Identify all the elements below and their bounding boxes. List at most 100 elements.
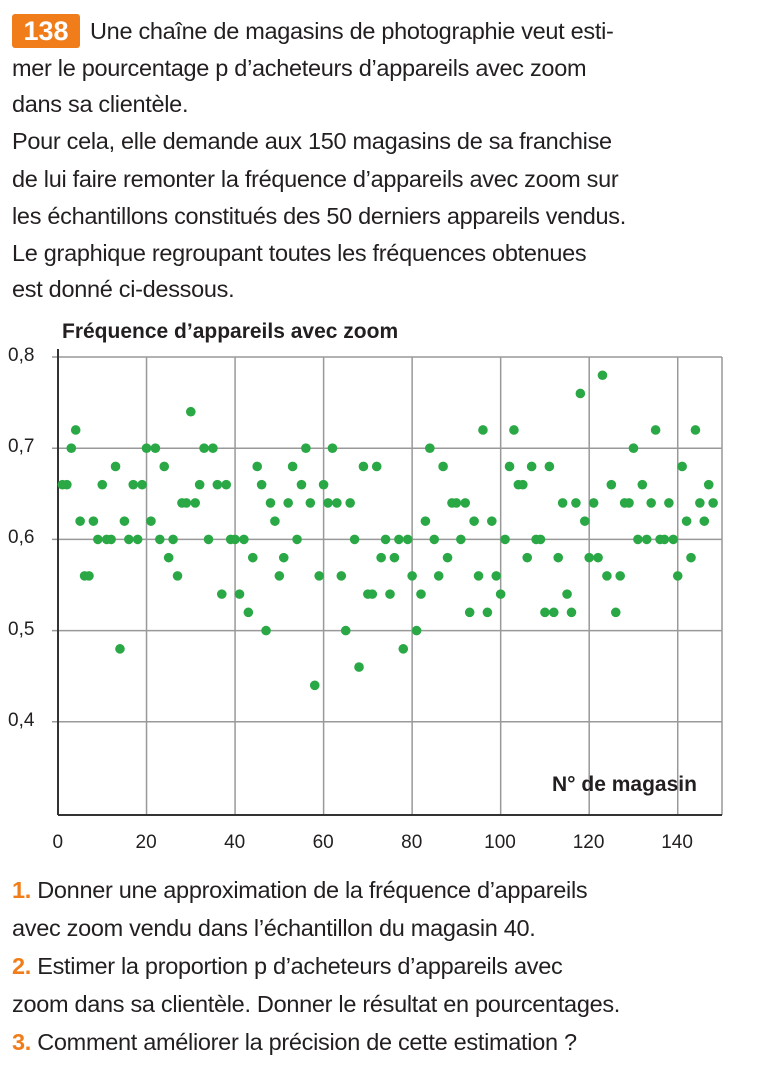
data-point bbox=[451, 498, 462, 508]
data-point bbox=[132, 534, 143, 545]
data-point bbox=[522, 552, 533, 563]
data-point bbox=[504, 461, 515, 472]
x-tick-label: 80 bbox=[401, 832, 423, 853]
data-point bbox=[641, 534, 652, 545]
data-point bbox=[624, 498, 634, 508]
data-point bbox=[402, 534, 413, 545]
statement-line: mer le pourcentage p d’acheteurs d’appar… bbox=[12, 55, 587, 81]
data-point bbox=[336, 571, 347, 581]
data-point bbox=[84, 571, 94, 581]
y-tick-label: 0,7 bbox=[8, 436, 35, 458]
data-point bbox=[460, 498, 471, 508]
data-point bbox=[256, 479, 267, 490]
data-point bbox=[270, 516, 280, 526]
question-text: Donner une approximation de la fréquence… bbox=[37, 877, 588, 903]
question-2-line: 2. Estimer la proportion p d’acheteurs d… bbox=[12, 953, 563, 980]
data-point bbox=[535, 534, 546, 545]
data-point bbox=[349, 534, 360, 545]
data-point bbox=[278, 552, 289, 563]
data-point bbox=[526, 461, 537, 472]
data-point bbox=[686, 552, 696, 563]
data-point bbox=[584, 552, 594, 563]
data-point bbox=[708, 498, 718, 508]
data-point bbox=[155, 534, 165, 545]
data-point bbox=[159, 461, 170, 472]
data-point bbox=[646, 498, 656, 508]
data-point bbox=[252, 461, 262, 472]
data-point bbox=[593, 552, 603, 563]
x-tick-label: 20 bbox=[135, 832, 157, 853]
question-number: 1. bbox=[12, 877, 31, 903]
data-point bbox=[358, 461, 369, 472]
data-point bbox=[340, 625, 351, 636]
data-point bbox=[579, 516, 590, 526]
data-point bbox=[199, 443, 209, 454]
data-point bbox=[88, 516, 99, 526]
data-point bbox=[464, 607, 475, 618]
data-point bbox=[354, 662, 364, 672]
data-point bbox=[150, 443, 161, 454]
data-point bbox=[376, 552, 386, 563]
y-tick-label: 0,6 bbox=[8, 527, 35, 549]
data-point bbox=[615, 571, 625, 581]
data-point bbox=[456, 534, 466, 545]
data-point bbox=[292, 534, 302, 545]
data-point bbox=[172, 571, 183, 581]
statement-line: dans sa clientèle. bbox=[12, 91, 189, 117]
data-point bbox=[695, 498, 705, 508]
y-tick-label: 0,5 bbox=[8, 618, 35, 640]
x-tick-label: 0 bbox=[52, 832, 64, 853]
data-point bbox=[562, 589, 572, 599]
data-point bbox=[265, 498, 276, 508]
data-point bbox=[650, 425, 661, 435]
question-text: Comment améliorer la précision de cette … bbox=[37, 1029, 577, 1055]
scatter-chart bbox=[52, 349, 723, 816]
data-point bbox=[234, 589, 245, 599]
data-point bbox=[548, 607, 559, 618]
data-point bbox=[478, 425, 488, 435]
data-point bbox=[367, 589, 378, 599]
data-point bbox=[327, 443, 338, 454]
data-point bbox=[345, 498, 355, 508]
data-point bbox=[141, 443, 152, 454]
data-point bbox=[93, 534, 103, 545]
question-1-line: 1. Donner une approximation de la fréque… bbox=[12, 877, 588, 904]
x-tick-label: 60 bbox=[312, 832, 334, 853]
data-point bbox=[677, 461, 687, 472]
data-point bbox=[575, 388, 586, 399]
data-point bbox=[230, 534, 240, 545]
statement-line: de lui faire remonter la fréquence d’app… bbox=[12, 166, 619, 192]
statement-line: Pour cela, elle demande aux 150 magasins… bbox=[12, 128, 612, 154]
question-text: avec zoom vendu dans l’échantillon du ma… bbox=[12, 915, 536, 941]
data-point bbox=[394, 534, 404, 545]
data-point bbox=[385, 589, 395, 599]
data-point bbox=[699, 516, 710, 526]
question-3-line: 3. Comment améliorer la précision de cet… bbox=[12, 1029, 577, 1056]
question-1-line: avec zoom vendu dans l’échantillon du ma… bbox=[12, 915, 536, 942]
data-point bbox=[433, 571, 444, 581]
data-point bbox=[482, 607, 493, 618]
data-point bbox=[637, 479, 648, 490]
question-number: 2. bbox=[12, 953, 31, 979]
data-point bbox=[544, 461, 555, 472]
y-tick-label: 0,8 bbox=[8, 345, 35, 366]
data-point bbox=[681, 516, 692, 526]
data-point bbox=[309, 680, 320, 691]
statement-line: les échantillons constitués des 50 derni… bbox=[12, 203, 626, 229]
data-point bbox=[216, 589, 227, 599]
data-point bbox=[261, 625, 271, 636]
data-point bbox=[75, 516, 85, 526]
data-point bbox=[66, 443, 77, 454]
data-point bbox=[606, 479, 617, 490]
data-point bbox=[332, 498, 342, 508]
data-point bbox=[128, 479, 139, 490]
x-tick-label: 120 bbox=[572, 832, 605, 853]
data-point bbox=[491, 571, 502, 581]
data-point bbox=[296, 479, 307, 490]
data-point bbox=[203, 534, 214, 545]
statement-line: Le graphique regroupant toutes les fréqu… bbox=[12, 240, 587, 266]
data-point bbox=[70, 425, 81, 435]
data-point bbox=[398, 644, 409, 654]
data-point bbox=[283, 498, 293, 508]
data-point bbox=[194, 479, 205, 490]
